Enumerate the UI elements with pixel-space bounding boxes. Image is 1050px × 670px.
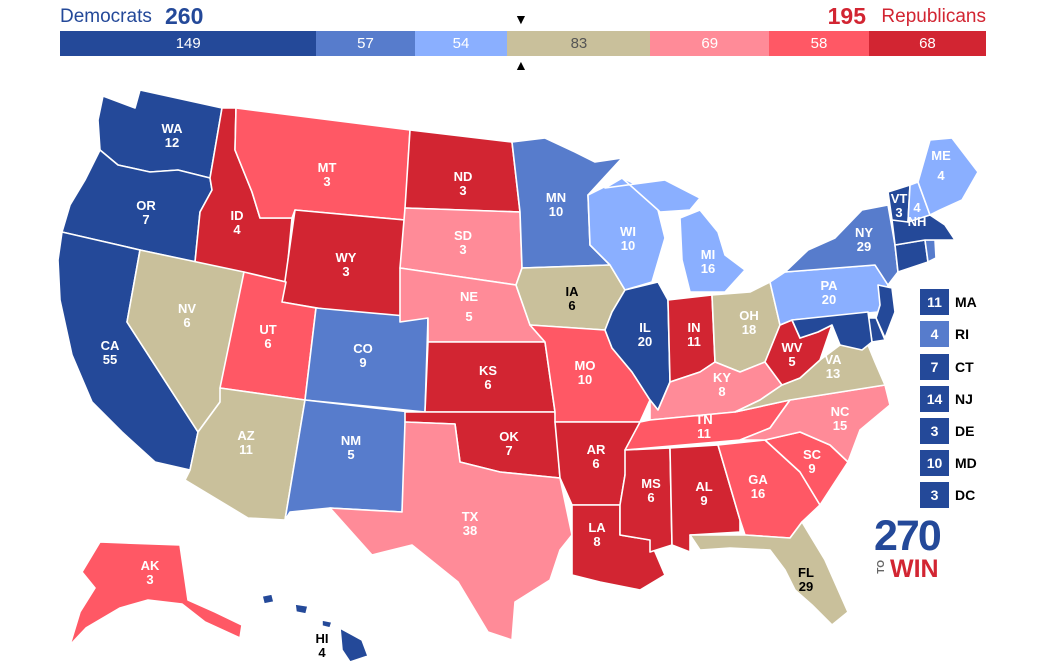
label-az: AZ 11 <box>237 428 254 457</box>
small-state-ma-label: MA <box>955 294 977 310</box>
label-ak: AK 3 <box>141 558 160 587</box>
label-hi: HI 4 <box>316 631 329 660</box>
label-or: OR 7 <box>136 198 156 227</box>
state-mi[interactable] <box>604 177 746 293</box>
label-wa: WA 12 <box>162 121 184 150</box>
state-tx[interactable] <box>329 421 573 641</box>
logo-to: TO <box>876 560 887 574</box>
majority-marker-top-icon: ▼ <box>514 11 528 27</box>
label-wi: WI 10 <box>620 224 636 253</box>
label-pa: PA 20 <box>820 278 838 307</box>
republicans-label: Republicans <box>881 6 986 27</box>
label-nv: NV 6 <box>178 301 196 330</box>
small-state-md[interactable]: 10 MD <box>920 450 1010 476</box>
label-mn: MN 10 <box>546 190 566 219</box>
label-me: ME 4 <box>931 148 951 183</box>
270towin-logo[interactable]: 270 TO WIN <box>874 512 946 584</box>
label-vt: VT 3 <box>891 191 908 220</box>
state-me[interactable] <box>917 137 979 216</box>
small-state-md-votes: 10 <box>920 450 949 476</box>
small-state-md-label: MD <box>955 455 977 471</box>
state-ny[interactable] <box>784 204 899 286</box>
label-sd: SD 3 <box>454 228 472 257</box>
label-ny: NY 29 <box>855 225 873 254</box>
state-nc[interactable] <box>739 384 891 463</box>
democrats-total: 260 <box>165 3 204 29</box>
small-state-dc[interactable]: 3 DC <box>920 482 1010 508</box>
label-nc: NC 15 <box>831 404 850 433</box>
bar-segment-safe-dem: 149 <box>60 31 317 56</box>
state-hi[interactable] <box>261 593 369 663</box>
small-state-ct-votes: 7 <box>920 354 949 380</box>
label-ok: OK 7 <box>499 429 519 458</box>
bar-segment-likely-rep: 58 <box>769 31 869 56</box>
democrats-label: Democrats <box>60 6 152 27</box>
small-state-ri-label: RI <box>955 326 969 342</box>
small-state-nj[interactable]: 14 NJ <box>920 386 1010 412</box>
label-sc: SC 9 <box>803 447 822 476</box>
bar-segment-likely-dem: 57 <box>316 31 415 56</box>
small-state-dc-label: DC <box>955 487 976 503</box>
state-ak[interactable] <box>69 541 243 646</box>
small-state-de-label: DE <box>955 423 975 439</box>
small-state-nj-votes: 14 <box>920 386 949 412</box>
label-mi: MI 16 <box>701 247 715 276</box>
label-ne: NE 5 <box>460 289 478 324</box>
small-state-dc-votes: 3 <box>920 482 949 508</box>
logo-win: WIN <box>890 555 939 583</box>
bar-segment-safe-rep: 68 <box>868 31 986 56</box>
label-ky: KY 8 <box>713 370 731 399</box>
label-mt: MT 3 <box>318 160 337 189</box>
label-wv: WV 5 <box>782 340 803 369</box>
label-ia: IA 6 <box>566 284 580 313</box>
label-tn: TN 11 <box>695 412 712 441</box>
label-nm: NM 5 <box>341 433 361 462</box>
label-va: VA 13 <box>824 352 842 381</box>
small-state-de-votes: 3 <box>920 418 949 444</box>
label-ks: KS 6 <box>479 363 497 392</box>
label-ar: AR 6 <box>587 442 606 471</box>
label-oh: OH 18 <box>739 308 759 337</box>
label-tx: TX 38 <box>462 509 479 538</box>
label-wy: WY 3 <box>336 250 357 279</box>
label-id: ID 4 <box>231 208 244 237</box>
logo-number: 270 <box>874 512 942 560</box>
label-co: CO 9 <box>353 341 373 370</box>
label-la: LA 8 <box>588 520 606 549</box>
label-al: AL 9 <box>695 479 712 508</box>
small-state-ri-votes: 4 <box>920 321 949 347</box>
small-state-ct-label: CT <box>955 359 974 375</box>
majority-marker-bottom-icon: ▲ <box>514 57 528 73</box>
label-ms: MS 6 <box>641 476 661 505</box>
state-md[interactable] <box>791 311 873 351</box>
small-state-ma-votes: 11 <box>920 289 949 315</box>
small-state-nj-label: NJ <box>955 391 973 407</box>
small-state-de[interactable]: 3 DE <box>920 418 1010 444</box>
label-mo: MO 10 <box>575 358 596 387</box>
bar-segment-tossup: 83 <box>507 31 651 56</box>
label-ut: UT 6 <box>259 322 276 351</box>
label-nd: ND 3 <box>454 169 473 198</box>
state-ms[interactable] <box>619 447 673 553</box>
small-state-ri[interactable]: 4 RI <box>920 321 1010 347</box>
state-fl[interactable] <box>689 521 849 626</box>
label-il: IL 20 <box>638 320 652 349</box>
label-ca: CA 55 <box>101 338 120 367</box>
bar-segment-lean-rep: 69 <box>650 31 770 56</box>
republicans-total: 195 <box>827 3 866 29</box>
small-state-ct[interactable]: 7 CT <box>920 354 1010 380</box>
label-fl: FL 29 <box>798 565 814 594</box>
label-in: IN 11 <box>687 320 701 349</box>
small-state-ma[interactable]: 11 MA <box>920 289 1010 315</box>
bar-segment-lean-dem: 54 <box>414 31 508 56</box>
label-ga: GA 16 <box>748 472 768 501</box>
label-nh: 4 NH <box>908 200 927 229</box>
electoral-vote-bar: 149 57 54 83 69 58 68 <box>60 31 986 56</box>
